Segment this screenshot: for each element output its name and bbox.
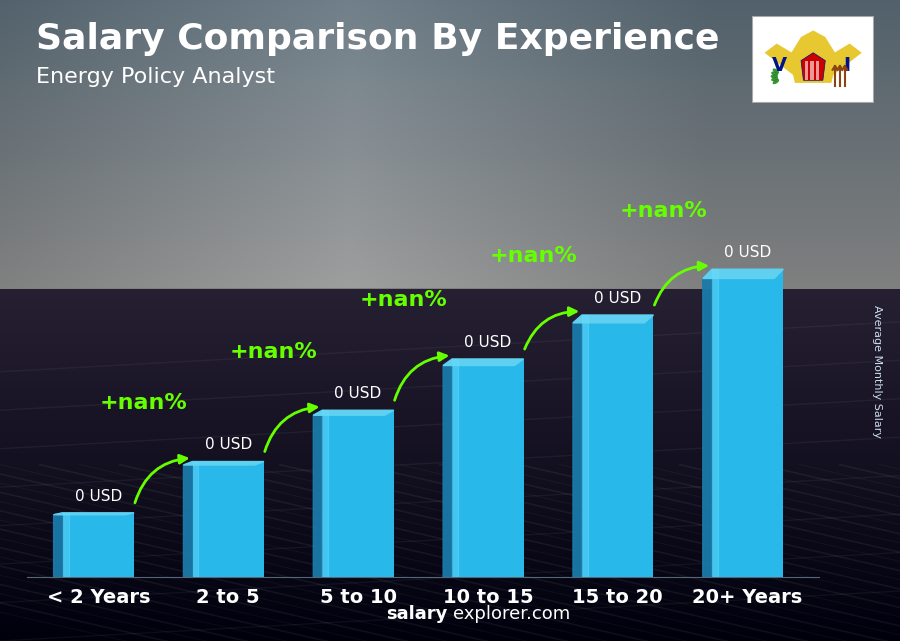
Text: 0 USD: 0 USD: [204, 437, 252, 453]
Text: Energy Policy Analyst: Energy Policy Analyst: [36, 67, 275, 87]
Polygon shape: [184, 462, 193, 577]
Polygon shape: [54, 513, 134, 515]
Polygon shape: [582, 315, 588, 577]
Text: +nan%: +nan%: [619, 201, 707, 221]
Bar: [582, 315, 653, 577]
Text: +nan%: +nan%: [100, 393, 188, 413]
Polygon shape: [54, 513, 63, 577]
Text: V: V: [771, 56, 787, 76]
Polygon shape: [63, 513, 68, 577]
Polygon shape: [322, 410, 328, 577]
Text: +nan%: +nan%: [360, 290, 447, 310]
Polygon shape: [703, 269, 712, 577]
Text: 0 USD: 0 USD: [464, 335, 511, 350]
Bar: [815, 61, 819, 80]
Polygon shape: [313, 410, 322, 577]
Bar: [452, 359, 524, 577]
Polygon shape: [443, 359, 452, 577]
Polygon shape: [573, 315, 653, 323]
Text: explorer.com: explorer.com: [453, 605, 570, 623]
Polygon shape: [788, 30, 838, 83]
Text: Average Monthly Salary: Average Monthly Salary: [872, 305, 883, 438]
Ellipse shape: [772, 69, 779, 74]
Ellipse shape: [772, 79, 779, 84]
Polygon shape: [313, 410, 394, 415]
Polygon shape: [573, 315, 582, 577]
Polygon shape: [703, 269, 783, 278]
Polygon shape: [184, 462, 264, 465]
Polygon shape: [712, 269, 717, 577]
Polygon shape: [452, 359, 458, 577]
Polygon shape: [828, 44, 862, 76]
Ellipse shape: [771, 71, 778, 76]
Text: +nan%: +nan%: [230, 342, 318, 362]
Bar: [63, 513, 134, 577]
Polygon shape: [193, 462, 198, 577]
Polygon shape: [443, 359, 524, 365]
Text: 0 USD: 0 USD: [594, 291, 642, 306]
Bar: [193, 462, 264, 577]
Ellipse shape: [771, 77, 778, 81]
Text: 0 USD: 0 USD: [724, 245, 771, 260]
Text: salary: salary: [386, 605, 447, 623]
Bar: [805, 61, 808, 80]
Bar: [712, 269, 783, 577]
Text: +nan%: +nan%: [490, 246, 577, 267]
Text: 0 USD: 0 USD: [335, 386, 382, 401]
Bar: [810, 61, 814, 80]
Polygon shape: [801, 53, 825, 80]
Text: 0 USD: 0 USD: [75, 488, 122, 504]
Text: Salary Comparison By Experience: Salary Comparison By Experience: [36, 22, 719, 56]
Bar: [322, 410, 394, 577]
Polygon shape: [764, 44, 798, 76]
Ellipse shape: [770, 74, 778, 78]
Text: I: I: [843, 56, 850, 76]
